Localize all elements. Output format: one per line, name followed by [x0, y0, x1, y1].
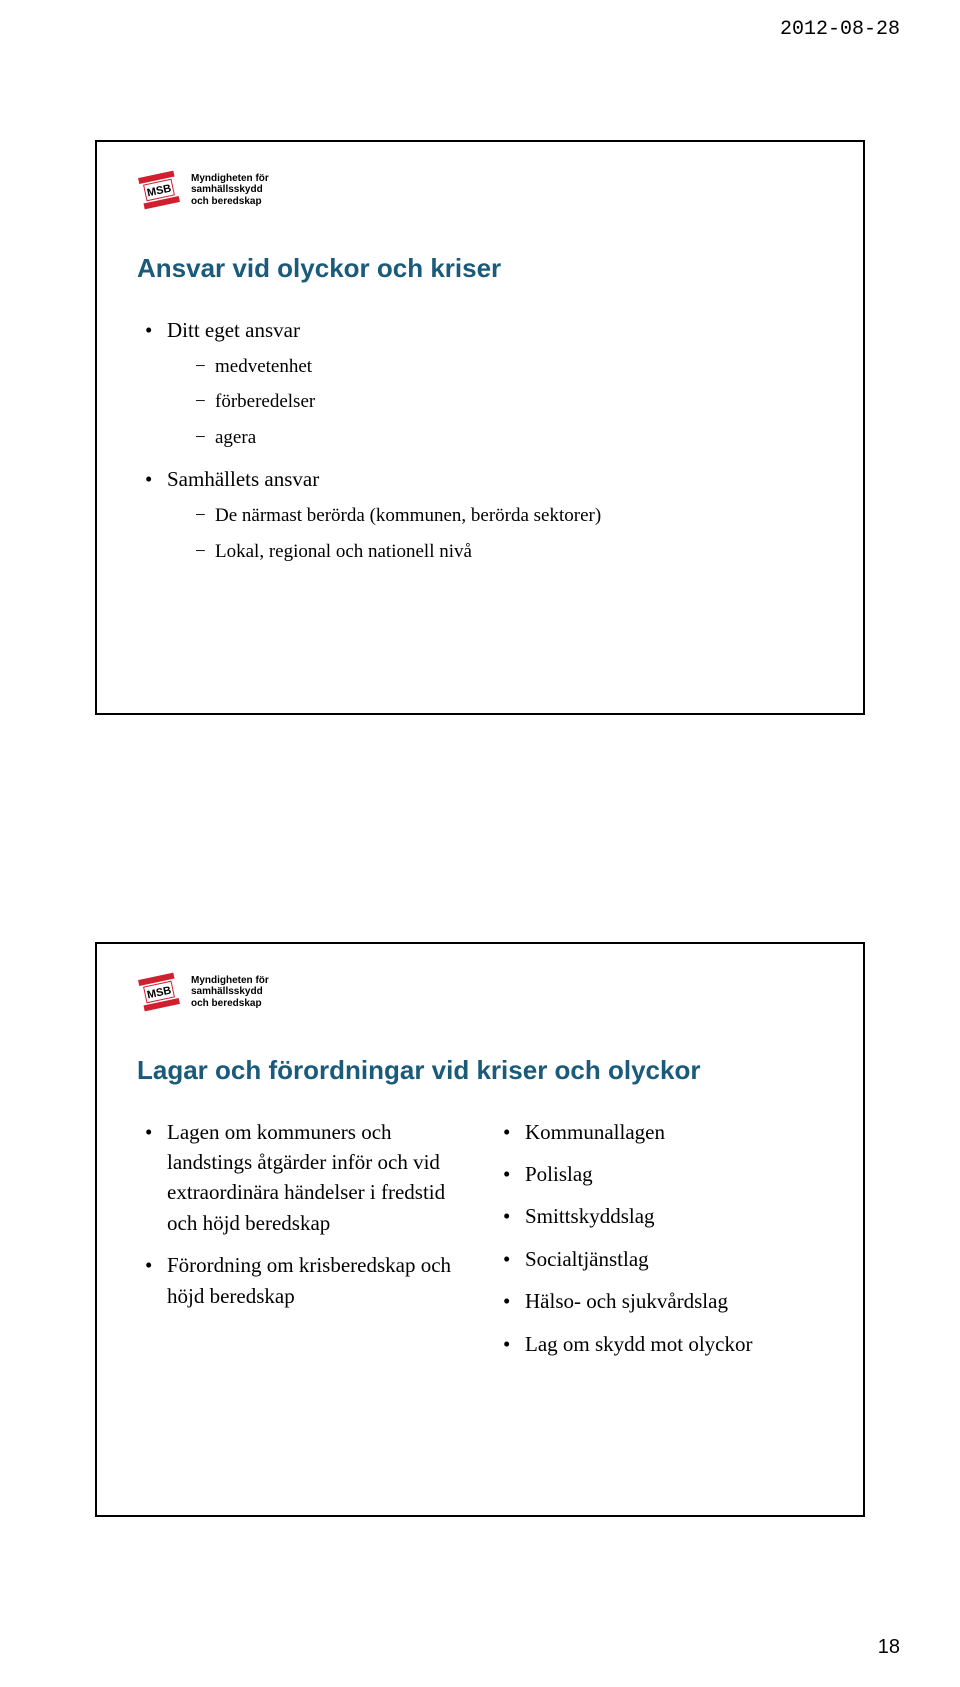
sub-list: De närmast berörda (kommunen, berörda se… [167, 502, 823, 565]
slide-2: MSB Myndigheten för samhällsskydd och be… [95, 942, 865, 1517]
slide-2-left-list: Lagen om kommuners och landstings åtgärd… [137, 1117, 465, 1312]
list-item-label: Ditt eget ansvar [167, 318, 300, 342]
left-column: Lagen om kommuners och landstings åtgärd… [137, 1117, 465, 1372]
slide-1-list: Ditt eget ansvar medvetenhet förberedels… [137, 315, 823, 566]
list-item: Polislag [503, 1159, 823, 1189]
page-date: 2012-08-28 [780, 18, 900, 41]
logo-text: Myndigheten för samhällsskydd och bereds… [191, 173, 269, 208]
list-item: Lagen om kommuners och landstings åtgärd… [145, 1117, 465, 1239]
list-item: Lag om skydd mot olyckor [503, 1329, 823, 1359]
msb-logo-icon: MSB [137, 168, 181, 212]
list-item: Förordning om krisberedskap och höjd ber… [145, 1250, 465, 1311]
slide-2-title: Lagar och förordningar vid kriser och ol… [137, 1054, 823, 1087]
sub-list-item: förberedelser [195, 388, 823, 416]
logo-line-1: Myndigheten för [191, 173, 269, 185]
list-item-label: Samhällets ansvar [167, 467, 319, 491]
sub-list-item: Lokal, regional och nationell nivå [195, 538, 823, 566]
page-number: 18 [878, 1636, 900, 1659]
slide-2-right-list: Kommunallagen Polislag Smittskyddslag So… [495, 1117, 823, 1360]
two-column-layout: Lagen om kommuners och landstings åtgärd… [137, 1117, 823, 1372]
list-item: Hälso- och sjukvårdslag [503, 1286, 823, 1316]
list-item: Smittskyddslag [503, 1201, 823, 1231]
logo-line-2: samhällsskydd [191, 986, 269, 998]
slide-1-title: Ansvar vid olyckor och kriser [137, 252, 823, 285]
logo-line-3: och beredskap [191, 196, 269, 208]
logo-line-2: samhällsskydd [191, 184, 269, 196]
list-item: Socialtjänstlag [503, 1244, 823, 1274]
sub-list-item: agera [195, 424, 823, 452]
sub-list-item: medvetenhet [195, 353, 823, 381]
logo-block: MSB Myndigheten för samhällsskydd och be… [137, 168, 823, 212]
list-item: Kommunallagen [503, 1117, 823, 1147]
slide-1: MSB Myndigheten för samhällsskydd och be… [95, 140, 865, 715]
right-column: Kommunallagen Polislag Smittskyddslag So… [495, 1117, 823, 1372]
list-item: Ditt eget ansvar medvetenhet förberedels… [145, 315, 823, 452]
logo-line-1: Myndigheten för [191, 975, 269, 987]
sub-list: medvetenhet förberedelser agera [167, 353, 823, 452]
logo-line-3: och beredskap [191, 998, 269, 1010]
msb-logo-icon: MSB [137, 970, 181, 1014]
sub-list-item: De närmast berörda (kommunen, berörda se… [195, 502, 823, 530]
list-item: Samhällets ansvar De närmast berörda (ko… [145, 464, 823, 566]
logo-block: MSB Myndigheten för samhällsskydd och be… [137, 970, 823, 1014]
logo-text: Myndigheten för samhällsskydd och bereds… [191, 975, 269, 1010]
